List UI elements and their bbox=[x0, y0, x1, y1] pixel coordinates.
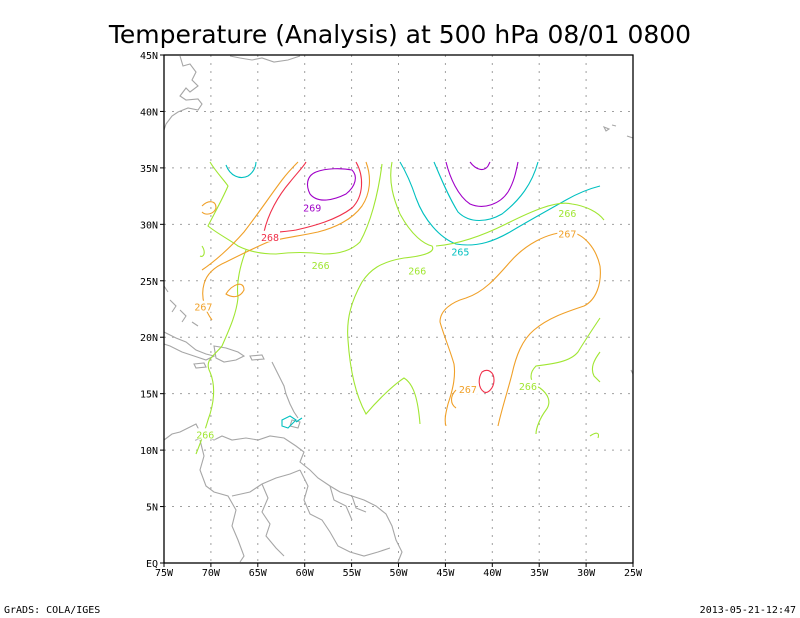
y-tick-label: EQ bbox=[146, 559, 158, 570]
contour-266-far-east bbox=[591, 351, 601, 383]
y-tick-label: 30N bbox=[140, 220, 158, 231]
lesser-antilles-coastline bbox=[271, 361, 299, 419]
contour-267-north bbox=[201, 161, 299, 271]
contour-label: 269 bbox=[303, 203, 321, 214]
contour-label: 267 bbox=[194, 303, 212, 314]
x-tick-label: 70W bbox=[202, 568, 221, 579]
contour-labels: 269 268 266 266 265 266 267 267 267 266 266 bbox=[193, 201, 578, 441]
contour-266-main bbox=[347, 161, 434, 425]
small-island bbox=[611, 124, 617, 127]
puerto-rico-coastline bbox=[249, 354, 265, 361]
contour-269-west bbox=[306, 168, 356, 201]
map-frame bbox=[163, 54, 634, 564]
contour-label: 266 bbox=[558, 209, 576, 220]
longitude-axis: 75W 70W 65W 60W 55W 50W 45W 40W 35W 30W 25W bbox=[155, 563, 643, 579]
x-tick-label: 30W bbox=[577, 568, 596, 579]
contour-label-bg bbox=[259, 230, 280, 242]
contour-266-west bbox=[195, 249, 247, 455]
country-borders bbox=[199, 439, 391, 563]
jamaica-coastline bbox=[193, 362, 207, 369]
contour-267-small bbox=[450, 389, 457, 409]
coastlines bbox=[163, 55, 634, 563]
north-america-coastline bbox=[163, 55, 203, 131]
x-tick-label: 60W bbox=[296, 568, 315, 579]
contour-265-islands bbox=[281, 415, 303, 429]
contour-266-north bbox=[207, 161, 383, 255]
cuba-coastline bbox=[163, 331, 216, 361]
x-tick-label: 55W bbox=[343, 568, 362, 579]
footer-left: GrADS: COLA/IGES bbox=[4, 605, 100, 616]
contour-label: 267 bbox=[459, 385, 477, 396]
y-tick-label: 25N bbox=[140, 277, 158, 288]
x-tick-label: 40W bbox=[483, 568, 502, 579]
contour-268-north bbox=[263, 161, 307, 233]
contour-268-loop bbox=[478, 369, 495, 393]
contour-label: 267 bbox=[558, 229, 576, 240]
contour-label: 266 bbox=[519, 382, 537, 393]
contour-label: 265 bbox=[451, 247, 469, 258]
contour-label-bg bbox=[302, 201, 323, 213]
contour-266-southeast bbox=[530, 317, 601, 435]
contour-label-bg bbox=[310, 258, 331, 270]
contour-label: 266 bbox=[312, 261, 330, 272]
footer-right: 2013-05-21-12:47 bbox=[700, 605, 796, 616]
azores-island bbox=[602, 125, 611, 132]
contour-265-west bbox=[225, 161, 257, 179]
contour-266-small bbox=[199, 245, 205, 257]
contour-label-bg bbox=[557, 227, 578, 239]
y-tick-label: 40N bbox=[140, 107, 158, 118]
contour-label: 266 bbox=[196, 430, 214, 441]
contour-267-southeast bbox=[497, 265, 601, 427]
contour-265-east bbox=[399, 161, 601, 246]
contour-label: 268 bbox=[261, 233, 279, 244]
graticule bbox=[164, 55, 633, 563]
contour-label-bg bbox=[450, 245, 471, 257]
contour-label-bg bbox=[407, 264, 428, 276]
contour-267-loop bbox=[225, 283, 245, 298]
contour-266-east bbox=[435, 202, 605, 247]
contour-267-east bbox=[439, 231, 601, 427]
x-tick-label: 35W bbox=[530, 568, 549, 579]
y-tick-label: 5N bbox=[146, 503, 158, 514]
hispaniola-coastline bbox=[213, 345, 246, 363]
contour-266-small-loop bbox=[589, 432, 600, 439]
nova-scotia-coastline bbox=[229, 55, 301, 63]
figure-title: Temperature (Analysis) at 500 hPa 08/01 … bbox=[108, 20, 691, 49]
contour-265-inner bbox=[433, 161, 539, 222]
x-tick-label: 75W bbox=[155, 568, 174, 579]
x-tick-label: 65W bbox=[249, 568, 268, 579]
contour-label-bg bbox=[193, 300, 214, 312]
latitude-axis: EQ 5N 10N 15N 20N 25N 30N 35N 40N 45N bbox=[140, 51, 164, 570]
y-tick-label: 15N bbox=[140, 390, 158, 401]
x-tick-label: 50W bbox=[389, 568, 408, 579]
contour-label-bg bbox=[517, 379, 538, 391]
y-tick-label: 45N bbox=[140, 51, 158, 62]
y-tick-label: 20N bbox=[140, 333, 158, 344]
contour-label-bg bbox=[457, 383, 478, 395]
y-tick-label: 10N bbox=[140, 446, 158, 457]
contour-269-small bbox=[469, 161, 491, 171]
contour-267-small-loop bbox=[201, 201, 217, 215]
bahamas-coastline bbox=[163, 285, 199, 327]
x-tick-label: 45W bbox=[436, 568, 455, 579]
x-tick-label: 25W bbox=[624, 568, 643, 579]
y-tick-label: 35N bbox=[140, 164, 158, 175]
contour-label-bg bbox=[557, 207, 578, 219]
contour-267-ridge bbox=[202, 161, 371, 321]
temperature-contours bbox=[195, 161, 605, 455]
small-island bbox=[626, 135, 634, 139]
contour-label: 266 bbox=[408, 267, 426, 278]
contour-269-east bbox=[445, 161, 519, 207]
contour-label-bg bbox=[195, 428, 216, 440]
